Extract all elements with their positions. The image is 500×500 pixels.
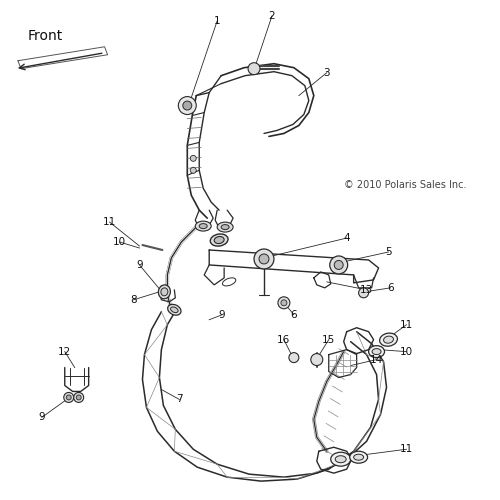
Text: 6: 6 <box>387 283 394 293</box>
Text: 8: 8 <box>130 295 137 305</box>
Text: 10: 10 <box>400 346 413 356</box>
Ellipse shape <box>214 236 224 244</box>
Ellipse shape <box>354 454 364 460</box>
Text: 12: 12 <box>58 346 71 356</box>
Circle shape <box>334 260 343 270</box>
Text: 11: 11 <box>103 217 116 227</box>
Ellipse shape <box>221 224 229 230</box>
Circle shape <box>190 168 196 173</box>
Text: 9: 9 <box>219 310 226 320</box>
Circle shape <box>183 101 192 110</box>
Text: © 2010 Polaris Sales Inc.: © 2010 Polaris Sales Inc. <box>344 180 466 190</box>
Ellipse shape <box>350 451 368 463</box>
Circle shape <box>254 249 274 269</box>
Circle shape <box>66 395 71 400</box>
Text: 11: 11 <box>400 444 413 454</box>
Ellipse shape <box>210 234 228 246</box>
Ellipse shape <box>170 307 178 312</box>
Ellipse shape <box>368 346 384 358</box>
Text: 7: 7 <box>176 394 182 404</box>
Circle shape <box>278 297 290 309</box>
Ellipse shape <box>158 285 170 299</box>
Ellipse shape <box>161 288 168 296</box>
Ellipse shape <box>372 348 381 354</box>
Text: 13: 13 <box>360 285 373 295</box>
Circle shape <box>190 156 196 162</box>
Circle shape <box>289 352 299 362</box>
Ellipse shape <box>330 452 350 466</box>
Text: 15: 15 <box>322 334 336 344</box>
Circle shape <box>311 354 323 366</box>
Ellipse shape <box>199 224 207 228</box>
Circle shape <box>76 395 81 400</box>
Ellipse shape <box>196 221 211 231</box>
Text: 3: 3 <box>324 68 330 78</box>
Circle shape <box>330 256 347 274</box>
Circle shape <box>74 392 84 402</box>
Text: 9: 9 <box>38 412 45 422</box>
Circle shape <box>248 62 260 74</box>
Ellipse shape <box>222 278 236 286</box>
Text: 2: 2 <box>268 11 276 21</box>
Ellipse shape <box>384 336 394 343</box>
Circle shape <box>281 300 287 306</box>
Text: 9: 9 <box>136 260 143 270</box>
Ellipse shape <box>380 333 398 346</box>
Text: 14: 14 <box>370 354 383 364</box>
Circle shape <box>178 96 196 114</box>
Text: 11: 11 <box>400 320 413 330</box>
Ellipse shape <box>217 222 233 232</box>
Circle shape <box>64 392 74 402</box>
Text: 4: 4 <box>344 233 350 243</box>
Text: Front: Front <box>28 29 63 43</box>
Text: 5: 5 <box>385 247 392 257</box>
Circle shape <box>358 288 368 298</box>
Ellipse shape <box>335 456 346 462</box>
Circle shape <box>259 254 269 264</box>
Ellipse shape <box>168 304 181 315</box>
Text: 6: 6 <box>290 310 297 320</box>
Text: 1: 1 <box>214 16 220 26</box>
Text: 16: 16 <box>278 334 290 344</box>
Text: 10: 10 <box>113 237 126 247</box>
